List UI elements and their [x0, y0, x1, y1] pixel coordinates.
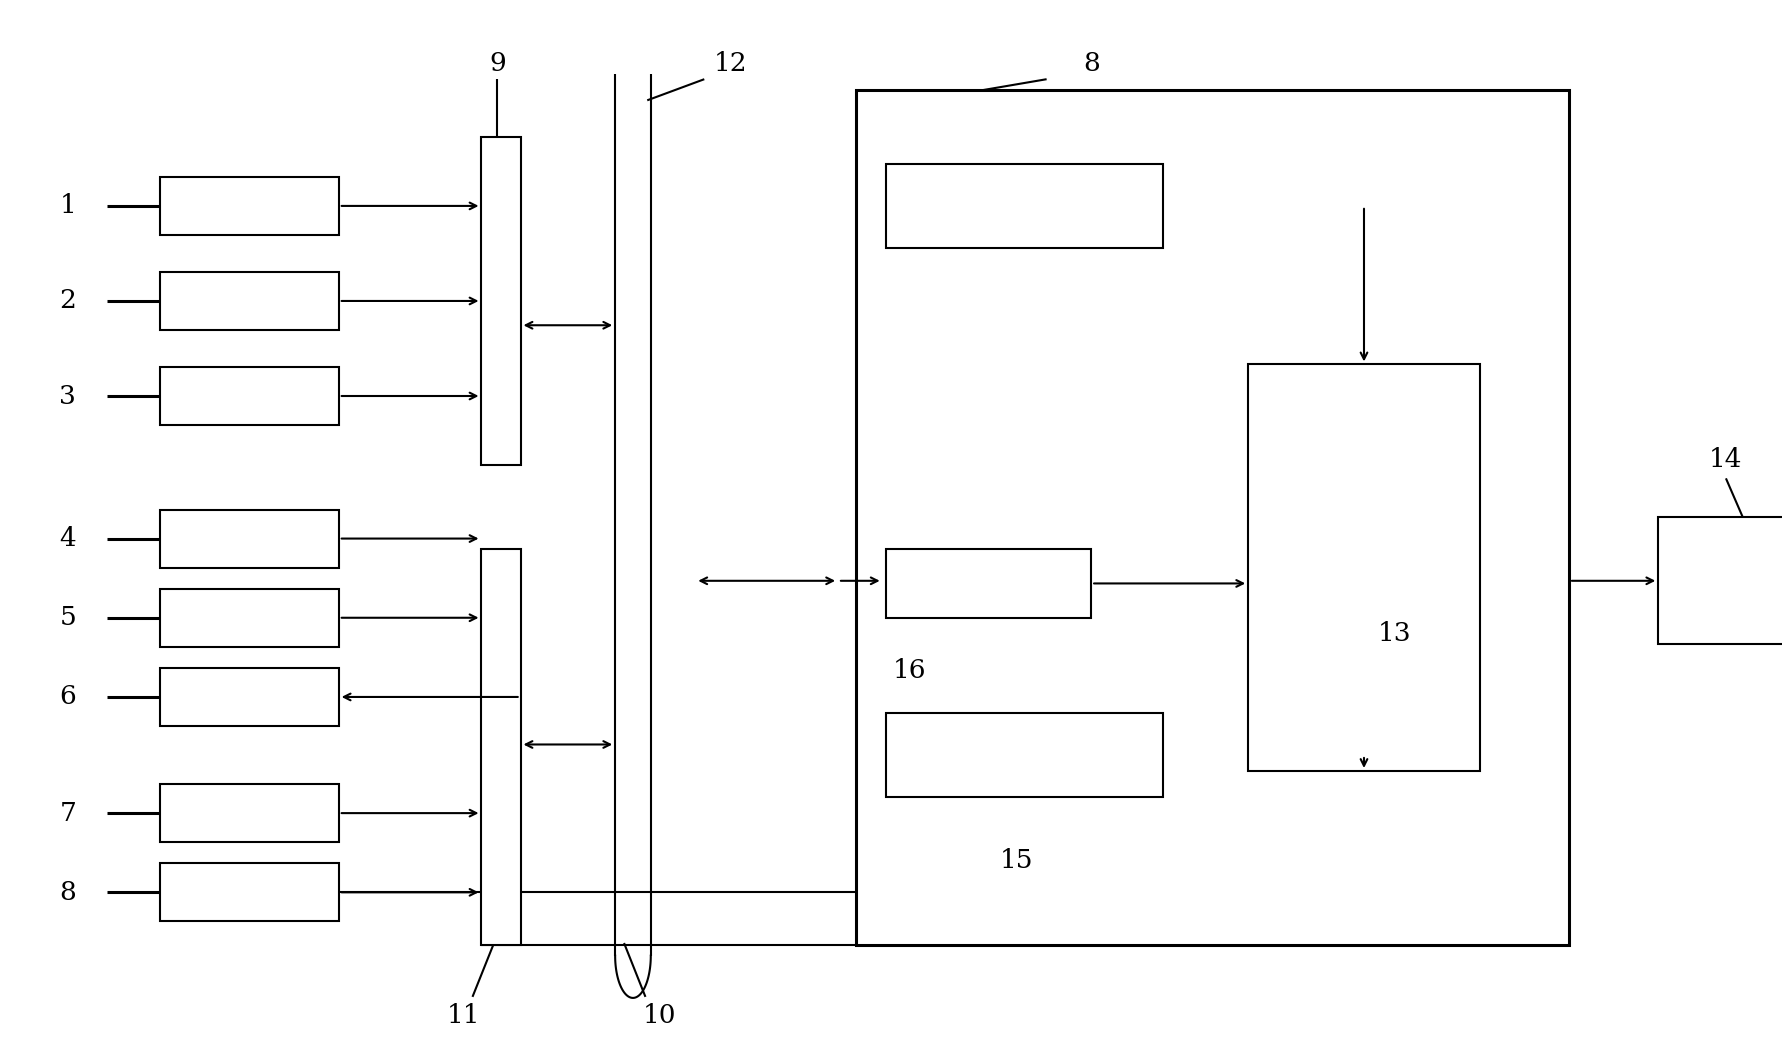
Text: 7: 7 [59, 800, 77, 826]
Bar [886, 549, 1091, 618]
Bar [160, 509, 339, 568]
Text: 1: 1 [59, 193, 77, 219]
Bar [160, 176, 339, 234]
Text: 4: 4 [59, 526, 77, 551]
Bar [160, 366, 339, 425]
Bar [160, 668, 339, 727]
Text: 14: 14 [1709, 447, 1741, 472]
Bar [1247, 364, 1479, 771]
Bar [886, 713, 1162, 797]
Bar [481, 137, 520, 465]
Text: 8: 8 [59, 880, 77, 905]
Text: 12: 12 [715, 51, 747, 76]
Text: 2: 2 [59, 288, 77, 314]
Bar [160, 589, 339, 646]
Bar [160, 271, 339, 329]
Bar [160, 784, 339, 843]
Bar [855, 90, 1568, 945]
Text: 5: 5 [59, 605, 77, 630]
Bar [886, 164, 1162, 248]
Text: 10: 10 [643, 1003, 675, 1029]
Bar [1657, 517, 1782, 644]
Text: 15: 15 [1000, 848, 1032, 873]
Text: 9: 9 [488, 51, 506, 76]
Text: 6: 6 [59, 684, 77, 710]
Text: 11: 11 [447, 1003, 479, 1029]
Bar [481, 549, 520, 945]
Text: 13: 13 [1377, 621, 1410, 646]
Bar [160, 864, 339, 921]
Text: 3: 3 [59, 383, 77, 409]
Text: 16: 16 [893, 658, 925, 683]
Text: 8: 8 [1082, 51, 1099, 76]
